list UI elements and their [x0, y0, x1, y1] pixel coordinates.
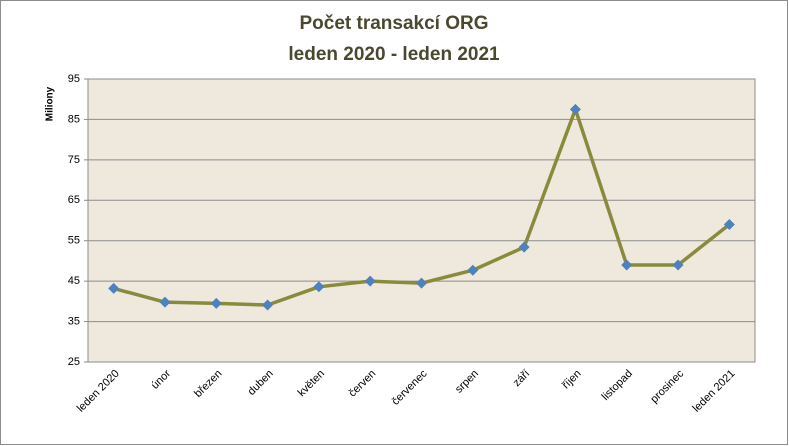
data-point	[569, 103, 581, 115]
chart-title: Počet transakcí ORG	[299, 13, 488, 34]
plot-area	[87, 78, 756, 363]
data-point	[621, 259, 633, 271]
y-tick-label: 35	[68, 315, 80, 327]
y-tick-label: 25	[68, 356, 80, 368]
data-point	[313, 281, 325, 293]
y-tick-label: 95	[68, 73, 80, 85]
data-point	[518, 241, 530, 253]
data-point	[416, 277, 427, 289]
data-point	[672, 259, 684, 271]
data-point	[364, 275, 376, 287]
y-axis-label: Miliony	[45, 86, 56, 121]
data-point	[159, 296, 171, 308]
data-point	[723, 219, 735, 231]
data-point	[262, 299, 274, 311]
data-point	[108, 282, 120, 294]
y-tick-label: 85	[68, 113, 80, 125]
chart-subtitle: leden 2020 - leden 2021	[288, 44, 500, 65]
y-tick-label: 45	[68, 275, 80, 287]
data-point	[467, 264, 479, 276]
y-tick-label: 75	[68, 154, 80, 166]
data-point	[210, 297, 222, 309]
y-tick-label: 65	[68, 194, 80, 206]
y-tick-label: 55	[68, 235, 80, 247]
